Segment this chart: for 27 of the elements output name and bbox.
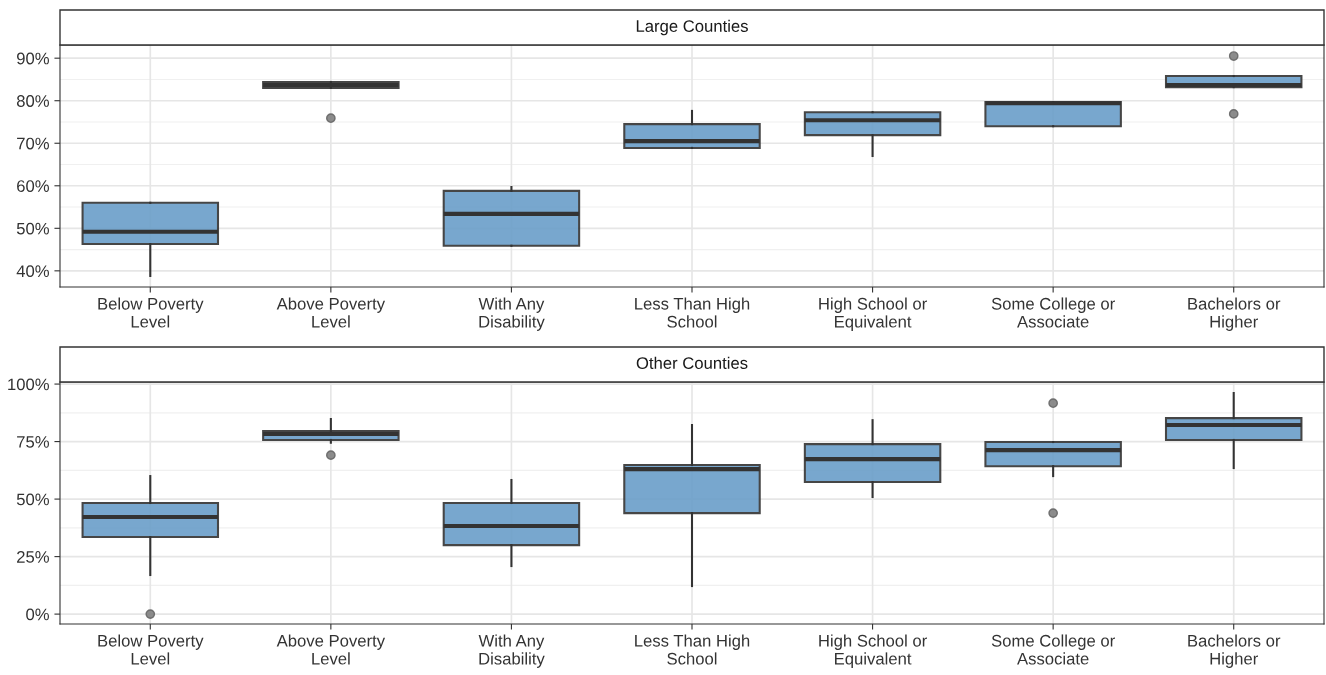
x-tick-label: Some College or Associate [991,297,1115,328]
y-tick-label: 90% [17,52,49,65]
y-tick-label: 80% [16,95,49,107]
x-tick-label: Below Poverty Level [98,634,204,665]
x-tick-label: High School or Equivalent [819,297,927,331]
y-tick-label: 100% [8,378,49,391]
x-tick-label: Above Poverty Level [276,297,386,328]
x-tick-label: With Any Disability [478,297,545,331]
y-tick-label: 50% [16,222,49,235]
x-tick-label: Less Than High School [635,297,750,328]
y-tick-label: 0% [26,608,49,621]
y-tick-label: 75% [17,436,49,448]
chart-title: Large Counties [636,19,748,36]
x-tick-label: High School or Equivalent [819,634,927,668]
chart-title: Other Counties [636,356,748,369]
x-tick-label: Less Than High School [635,634,750,665]
x-tick-label: Bachelors or Higher [1188,634,1281,668]
x-tick-label: With Any Disability [478,634,545,668]
x-tick-label: Below Poverty Level [98,297,204,328]
x-tick-label: Bachelors or Higher [1188,297,1281,331]
y-tick-label: 60% [17,180,49,192]
y-tick-label: 40% [16,265,49,278]
y-tick-label: 50% [16,493,49,506]
x-tick-label: Above Poverty Level [276,634,386,665]
x-tick-label: Some College or Associate [991,634,1115,665]
y-tick-label: 70% [17,137,49,150]
y-tick-label: 25% [17,551,49,563]
